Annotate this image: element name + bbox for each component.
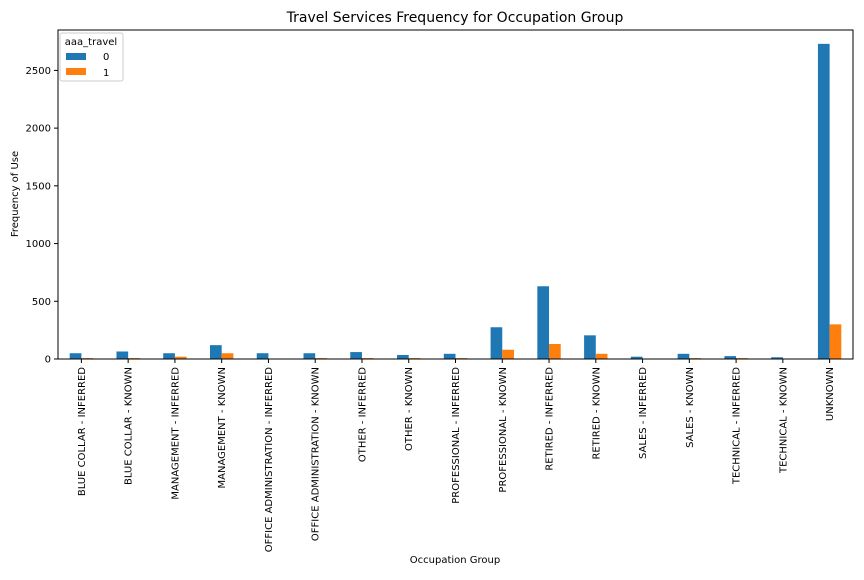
- x-tick-label-11: RETIRED - KNOWN: [591, 367, 602, 460]
- x-tick-label-13: SALES - KNOWN: [685, 367, 696, 448]
- axes: 0 500 1000 1500 2000 2500 BLUE COLLAR - INFERR…: [26, 30, 853, 552]
- legend-swatch-1: [66, 68, 86, 75]
- bar-series-1-9: [502, 350, 514, 359]
- bar-series-0-13: [678, 354, 690, 359]
- bar-series-0-2: [163, 353, 175, 359]
- x-tick-label-7: OTHER - KNOWN: [404, 367, 415, 451]
- legend-label-1: 1: [103, 68, 109, 79]
- bar-series-0-1: [116, 352, 128, 360]
- x-tick-label-15: TECHNICAL - KNOWN: [778, 367, 789, 474]
- x-tick-label-4: OFFICE ADMINISTRATION - INFERRED: [264, 367, 275, 553]
- x-tick-label-3: MANAGEMENT - KNOWN: [217, 367, 228, 488]
- bar-series-0-5: [304, 353, 316, 359]
- legend-title: aaa_travel: [65, 37, 117, 48]
- bar-series-1-11: [596, 354, 608, 359]
- legend: aaa_travel 0 1: [60, 33, 123, 81]
- y-tick-label-4: 2000: [26, 124, 51, 135]
- x-tick-label-14: TECHNICAL - INFERRED: [732, 367, 743, 485]
- y-axis-label: Frequency of Use: [10, 151, 21, 237]
- y-tick-label-3: 1500: [26, 181, 51, 192]
- x-tick-label-8: PROFESSIONAL - INFERRED: [451, 367, 462, 504]
- x-tick-label-5: OFFICE ADMINISTRATION - KNOWN: [311, 367, 322, 541]
- bar-series-1-3: [222, 353, 234, 359]
- chart-title: Travel Services Frequency for Occupation…: [286, 10, 624, 26]
- x-tick-label-2: MANAGEMENT - INFERRED: [170, 367, 181, 500]
- x-tick-label-12: SALES - INFERRED: [638, 367, 649, 459]
- bar-series-0-9: [491, 327, 503, 359]
- bar-series-0-10: [537, 286, 549, 359]
- y-tick-label-0: 0: [45, 355, 51, 366]
- bar-series-0-8: [444, 354, 456, 359]
- x-tick-label-1: BLUE COLLAR - KNOWN: [124, 367, 135, 485]
- x-tick-label-10: RETIRED - INFERRED: [545, 367, 556, 471]
- bar-series-1-16: [830, 324, 842, 359]
- bar-series-0-4: [257, 353, 269, 359]
- bar-series-0-3: [210, 345, 222, 359]
- plot-frame: [58, 30, 853, 359]
- bar-series-0-16: [818, 44, 830, 359]
- y-tick-label-1: 500: [32, 297, 51, 308]
- y-tick-label-5: 2500: [26, 66, 51, 77]
- bar-series-0-6: [350, 352, 362, 359]
- y-tick-label-2: 1000: [26, 239, 51, 250]
- legend-swatch-0: [66, 53, 86, 60]
- x-axis-label: Occupation Group: [410, 555, 500, 566]
- x-tick-label-6: OTHER - INFERRED: [357, 367, 368, 462]
- bar-series-0-11: [584, 335, 596, 359]
- legend-label-0: 0: [103, 52, 109, 63]
- bar-series-1-10: [549, 344, 561, 359]
- x-tick-label-9: PROFESSIONAL - KNOWN: [498, 367, 509, 493]
- x-tick-label-0: BLUE COLLAR - INFERRED: [77, 367, 88, 496]
- x-tick-label-16: UNKNOWN: [825, 367, 836, 421]
- bar-series-0-0: [70, 353, 82, 359]
- bar-series-0-7: [397, 355, 409, 359]
- bars: [70, 44, 842, 359]
